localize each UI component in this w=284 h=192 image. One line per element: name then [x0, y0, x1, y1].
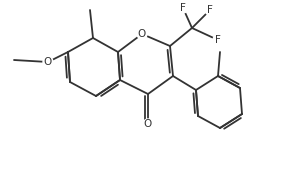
Circle shape: [143, 119, 153, 129]
Text: O: O: [44, 57, 52, 67]
Circle shape: [213, 35, 223, 45]
Text: F: F: [207, 5, 213, 15]
Circle shape: [205, 5, 215, 15]
Text: F: F: [180, 3, 186, 13]
Circle shape: [178, 3, 188, 13]
Text: O: O: [138, 29, 146, 39]
Text: F: F: [215, 35, 221, 45]
Circle shape: [43, 57, 53, 67]
Text: O: O: [144, 119, 152, 129]
Circle shape: [137, 29, 147, 39]
